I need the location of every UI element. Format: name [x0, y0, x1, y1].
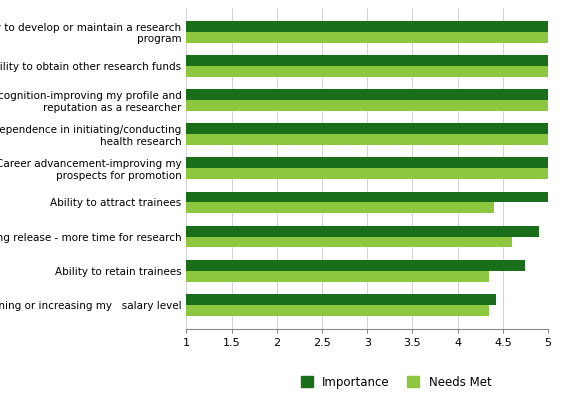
Bar — [186, 271, 489, 282]
Legend: Importance, Needs Met: Importance, Needs Met — [296, 371, 496, 393]
Bar — [186, 21, 565, 32]
Bar — [186, 134, 565, 145]
Bar — [186, 236, 512, 248]
Bar — [186, 32, 565, 43]
Bar — [186, 168, 565, 179]
Bar — [186, 226, 539, 236]
Bar — [186, 260, 525, 271]
Bar — [186, 123, 565, 134]
Bar — [186, 89, 565, 100]
Bar — [186, 66, 565, 77]
Bar — [186, 202, 494, 213]
Bar — [186, 100, 565, 111]
Bar — [186, 294, 496, 305]
Bar — [186, 192, 557, 202]
Bar — [186, 305, 489, 316]
Bar — [186, 55, 565, 66]
Bar — [186, 157, 565, 168]
